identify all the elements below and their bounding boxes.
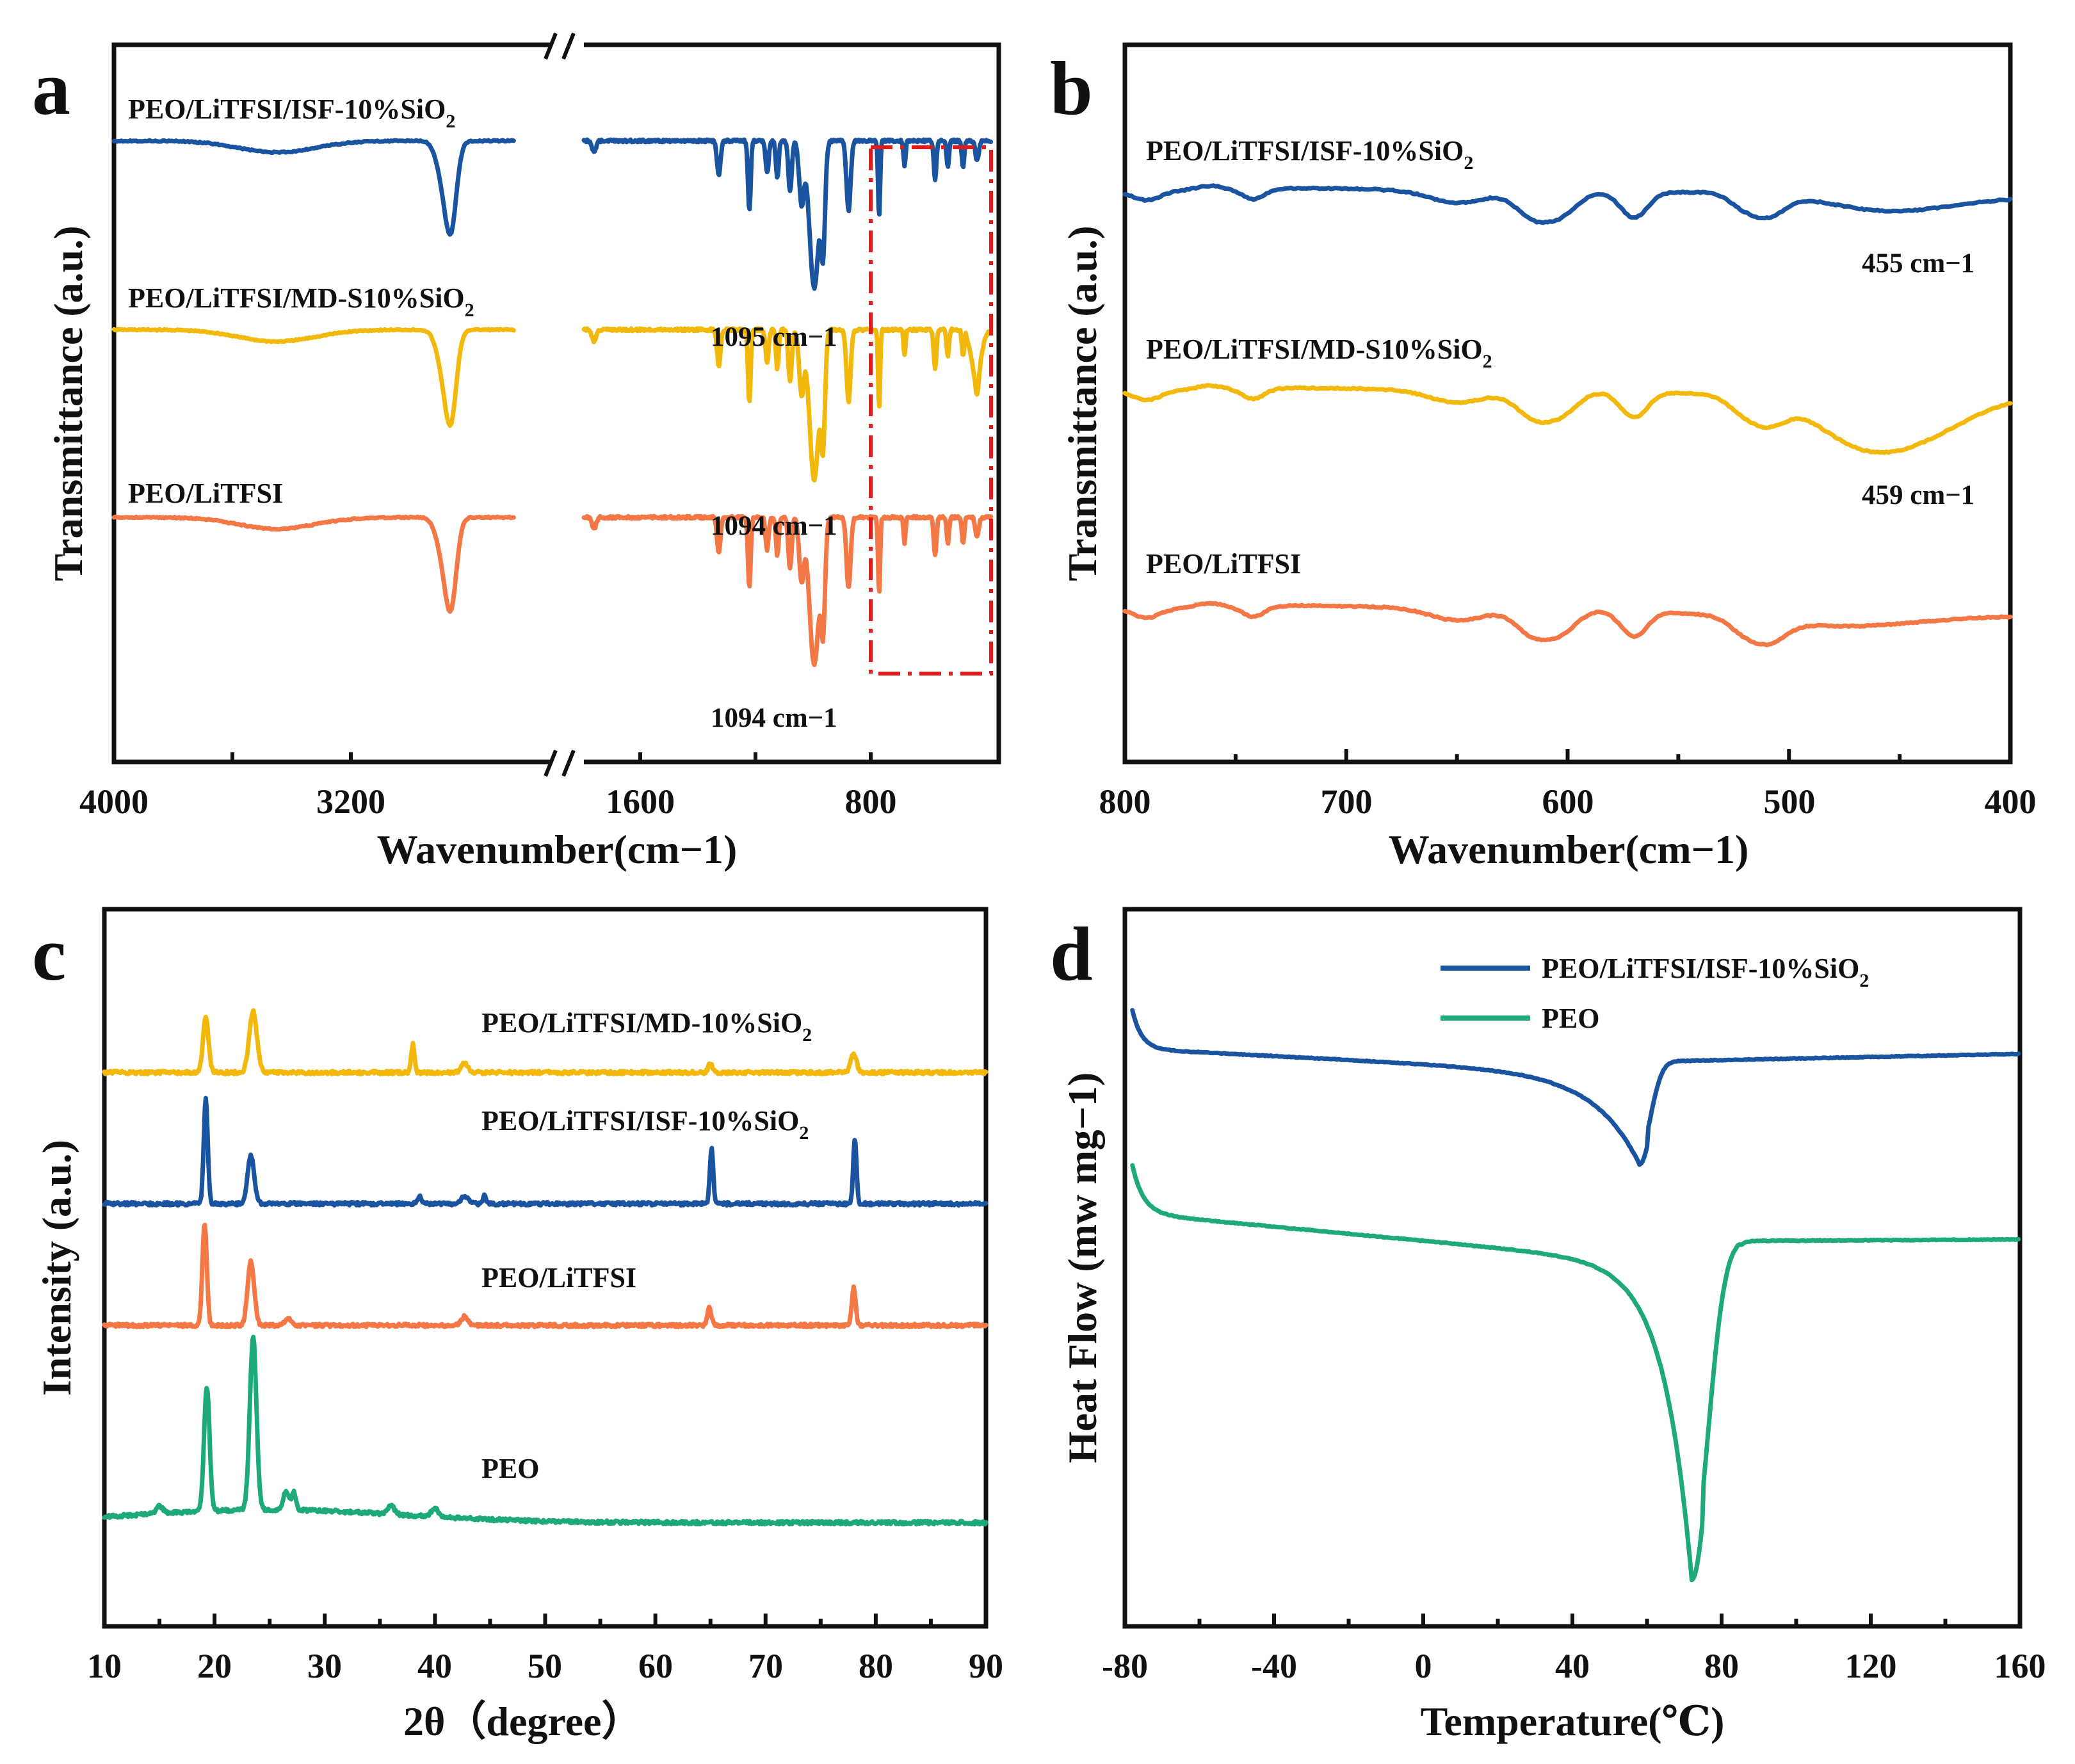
tick-label-d: -80: [1102, 1647, 1148, 1685]
panel-d-ticks: [1123, 1614, 2022, 1626]
trace-b-lit: [1122, 601, 2013, 647]
tick-label-c: 40: [417, 1647, 452, 1685]
series-label-a-md: PEO/LiTFSI/MD-S10%SiO2: [128, 282, 474, 321]
y-axis-label-c: Intensity (a.u.): [34, 1140, 79, 1396]
panel-a-frame: [111, 42, 1001, 765]
trace-b-md: [1122, 383, 2013, 455]
panel-letter-c: c: [32, 911, 66, 996]
y-axis-label-a: Transmittance (a.u.): [45, 225, 91, 581]
tick-label-d: 160: [1994, 1647, 2046, 1685]
trace-c-peo: [102, 1334, 989, 1526]
tick-label-d: -40: [1251, 1647, 1297, 1685]
series-label-a-lit: PEO/LiTFSI: [128, 478, 283, 509]
tick-label-b: 500: [1764, 782, 1816, 821]
panel-c-traces: [102, 1008, 989, 1526]
panel-letter-b: b: [1050, 45, 1093, 131]
panel-c-tick-labels: 10 20 30 40 50 60 70 80 90: [87, 1647, 1003, 1685]
series-label-b-isf: PEO/LiTFSI/ISF-10%SiO2: [1146, 135, 1473, 174]
trace-a-lit: [111, 514, 516, 614]
panel-letter-d: d: [1050, 911, 1093, 996]
tick-label-b: 700: [1321, 782, 1373, 821]
trace-b-isf: [1122, 183, 2013, 225]
tick-label-c: 70: [748, 1647, 783, 1685]
y-axis-label-d: Heat Flow (mw mg−1): [1060, 1072, 1105, 1464]
peak-label-a-isf: 1095 cm−1: [711, 322, 837, 352]
tick-label-b: 800: [1099, 782, 1151, 821]
tick-label-a: 800: [845, 782, 897, 821]
peak-label-a-lit: 1094 cm−1: [711, 703, 837, 733]
x-axis-label-c: 2θ（degree）: [403, 1699, 642, 1744]
tick-label-c: 30: [307, 1647, 342, 1685]
series-label-c-isf: PEO/LiTFSI/ISF-10%SiO2: [481, 1105, 809, 1144]
tick-label-d: 40: [1555, 1647, 1590, 1685]
trace-c-md: [102, 1008, 989, 1076]
tick-label-a: 4000: [79, 782, 149, 821]
panel-c-ticks: [102, 1614, 988, 1626]
series-label-c-lit: PEO/LiTFSI: [481, 1262, 636, 1293]
tick-label-c: 60: [638, 1647, 673, 1685]
tick-label-b: 600: [1542, 782, 1594, 821]
trace-a-lit-fingerprint: [581, 514, 994, 667]
tick-label-c: 80: [859, 1647, 893, 1685]
peak-label-a-md: 1094 cm−1: [711, 511, 837, 541]
legend-label-peo: PEO: [1542, 1003, 1599, 1034]
series-label-a-isf: PEO/LiTFSI/ISF-10%SiO2: [128, 93, 455, 132]
tick-label-d: 0: [1415, 1647, 1432, 1685]
trace-d-isf: [1130, 1008, 2021, 1167]
series-label-b-md: PEO/LiTFSI/MD-S10%SiO2: [1146, 334, 1492, 372]
x-axis-label-b: Wavenumber(cm−1): [1389, 827, 1749, 872]
series-label-b-lit: PEO/LiTFSI: [1146, 548, 1301, 579]
x-axis-label-a: Wavenumber(cm−1): [377, 827, 738, 872]
x-axis-label-d: Temperature(℃): [1421, 1699, 1725, 1744]
trace-a-isf-fingerprint: [581, 137, 994, 291]
panel-a-ticks: [112, 752, 873, 762]
trace-a-md-fingerprint: [581, 326, 994, 483]
trace-a-md: [111, 327, 516, 428]
tick-label-a: 3200: [316, 782, 385, 821]
panel-letter-a: a: [32, 45, 70, 131]
tick-label-c: 20: [197, 1647, 232, 1685]
tick-label-c: 50: [528, 1647, 562, 1685]
trace-d-peo: [1130, 1163, 2021, 1583]
trace-c-isf: [102, 1096, 989, 1208]
series-label-c-md: PEO/LiTFSI/MD-10%SiO2: [481, 1007, 812, 1046]
highlight-box: [869, 145, 993, 676]
panel-a-traces: [111, 137, 994, 667]
panel-b-ticks: [1123, 749, 2012, 762]
series-label-c-peo: PEO: [481, 1453, 539, 1484]
tick-label-d: 120: [1845, 1647, 1897, 1685]
peak-label-b-isf: 455 cm−1: [1862, 248, 1974, 279]
trace-a-isf: [111, 138, 516, 237]
y-axis-label-b: Transmittance (a.u.): [1060, 225, 1105, 581]
tick-label-a: 1600: [606, 782, 675, 821]
tick-label-b: 400: [1985, 782, 2037, 821]
legend-label-isf: PEO/LiTFSI/ISF-10%SiO2: [1542, 953, 1869, 991]
legend-d: PEO/LiTFSI/ISF-10%SiO2 PEO: [1441, 953, 1869, 1034]
panel-a: a 4000 3200 1600 800 Wavenumber(cm−1) Tr…: [32, 32, 1001, 872]
trace-c-lit: [102, 1222, 989, 1329]
panel-c: c 10 20 30 40 50 60 70 80 90 2θ（degree） …: [32, 907, 1003, 1744]
tick-label-c: 90: [969, 1647, 1003, 1685]
peak-label-b-md: 459 cm−1: [1862, 480, 1974, 510]
tick-label-d: 80: [1704, 1647, 1739, 1685]
panel-d: d -80 -40 0 40 80 120 160 Temperature(℃)…: [1050, 907, 2046, 1744]
panel-d-traces: [1130, 1008, 2021, 1583]
panel-b: b 800 700 600 500 400 Wavenumber(cm−1) T…: [1050, 42, 2037, 872]
panel-b-traces: [1122, 183, 2013, 647]
tick-label-c: 10: [87, 1647, 122, 1685]
axis-break-marks: [544, 32, 576, 777]
